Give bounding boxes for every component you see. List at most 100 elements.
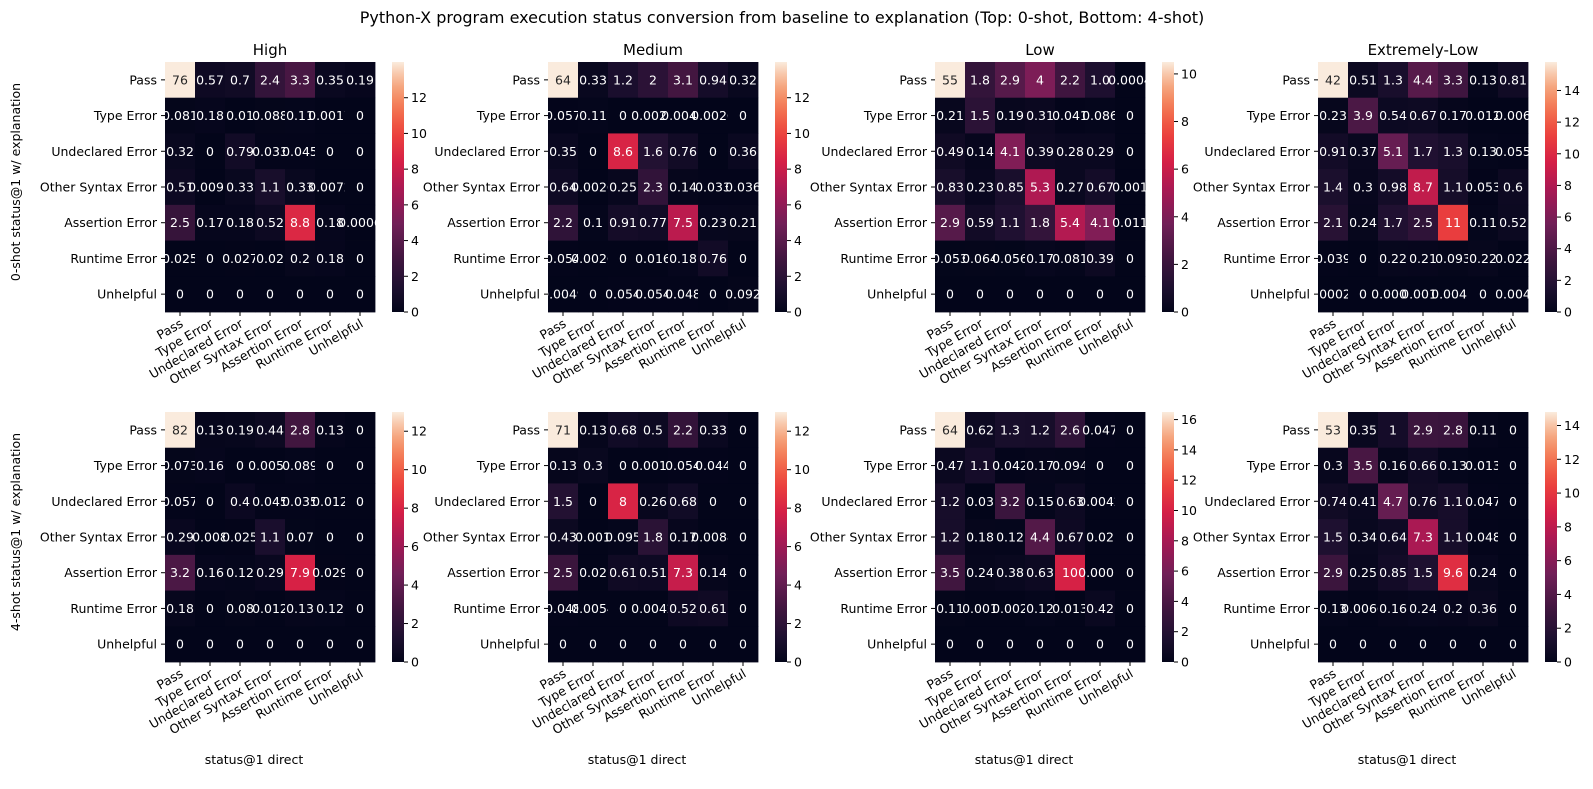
heatmap-cell xyxy=(965,412,996,449)
cell-value-label: 0.086 xyxy=(1082,108,1118,123)
cell-value-label: 0.25 xyxy=(609,180,637,195)
heatmap-cell xyxy=(935,412,966,449)
colorbar-tick-label: 16 xyxy=(1181,412,1197,427)
heatmap-cell xyxy=(1378,626,1409,663)
heatmap-cell xyxy=(608,62,639,99)
heatmap-cell xyxy=(165,554,196,591)
heatmap-cell xyxy=(195,240,226,277)
cell-value-label: 0.13 xyxy=(1319,601,1347,616)
heatmap-cell xyxy=(165,412,196,449)
cell-value-label: 1.6 xyxy=(643,144,663,159)
cell-value-label: 0 xyxy=(1126,637,1134,652)
colorbar-tick-label: 10 xyxy=(411,126,427,141)
cell-value-label: 0 xyxy=(1126,494,1134,509)
y-tick-label: Assertion Error xyxy=(834,565,928,580)
heatmap-cell xyxy=(995,62,1026,99)
heatmap-cell xyxy=(1025,483,1056,520)
panel-title: Medium xyxy=(623,41,683,59)
heatmap-cell xyxy=(728,483,759,520)
cell-value-label: 0 xyxy=(1509,637,1517,652)
heatmap-cell xyxy=(638,554,669,591)
heatmap-cell xyxy=(935,519,966,556)
heatmap-cell xyxy=(165,590,196,627)
y-tick-label: Unhelpful xyxy=(97,637,157,652)
colorbar-tick-label: 8 xyxy=(1181,114,1189,129)
heatmap-cell xyxy=(1378,590,1409,627)
heatmap-cell xyxy=(1378,276,1409,313)
cell-value-label: 0.013 xyxy=(1052,601,1088,616)
heatmap-cell xyxy=(995,133,1026,170)
cell-value-label: 1.3 xyxy=(1383,72,1403,87)
heatmap-cell xyxy=(255,169,286,206)
heatmap-cell xyxy=(1115,626,1146,663)
heatmap-cell xyxy=(1055,483,1086,520)
cell-value-label: 4 xyxy=(1036,72,1044,87)
y-tick-label: Runtime Error xyxy=(840,251,928,266)
cell-value-label: 0.02 xyxy=(579,565,607,580)
heatmap-cell xyxy=(225,412,256,449)
colorbar-tick-label: 0 xyxy=(1564,305,1572,320)
heatmap-cell xyxy=(728,169,759,206)
heatmap-cell xyxy=(1318,97,1349,134)
heatmap-cell xyxy=(1085,590,1116,627)
cell-value-label: 0.59 xyxy=(966,215,994,230)
cell-value-label: 0 xyxy=(739,601,747,616)
y-tick-label: Runtime Error xyxy=(70,251,158,266)
heatmap-cell xyxy=(965,626,996,663)
colorbar xyxy=(1545,412,1557,662)
y-tick-label: Type Error xyxy=(1246,108,1311,123)
cell-value-label: 0 xyxy=(356,637,364,652)
heatmap-cell xyxy=(315,62,346,99)
panel-title: High xyxy=(253,41,287,59)
heatmap-cell xyxy=(1318,133,1349,170)
cell-value-label: 0.91 xyxy=(609,215,637,230)
heatmap-cell xyxy=(608,483,639,520)
cell-value-label: 0.089 xyxy=(282,458,318,473)
cell-value-label: 0.048 xyxy=(545,601,581,616)
heatmap-cell xyxy=(165,240,196,277)
cell-value-label: 0 xyxy=(356,144,364,159)
cell-value-label: 0 xyxy=(176,287,184,302)
cell-value-label: 1.1 xyxy=(260,530,280,545)
y-tick-label: Type Error xyxy=(93,458,158,473)
cell-value-label: 0.18 xyxy=(196,108,224,123)
cell-value-label: 1.2 xyxy=(940,530,960,545)
cell-value-label: 1.4 xyxy=(1323,180,1343,195)
cell-value-label: 0.51 xyxy=(639,565,667,580)
heatmap-cell xyxy=(1498,204,1529,241)
heatmap-cell xyxy=(285,590,316,627)
y-tick-label: Assertion Error xyxy=(1217,565,1311,580)
cell-value-label: 0 xyxy=(1509,565,1517,580)
colorbar-tick-label: 12 xyxy=(794,424,810,439)
heatmap-cell xyxy=(965,519,996,556)
heatmap-cell xyxy=(165,97,196,134)
heatmap-cell xyxy=(255,519,286,556)
heatmap-cell xyxy=(1115,240,1146,277)
heatmap-cell xyxy=(345,276,376,313)
heatmap-cell xyxy=(315,169,346,206)
heatmap-cell xyxy=(1348,133,1379,170)
cell-value-label: 0 xyxy=(1126,287,1134,302)
colorbar-tick-label: 4 xyxy=(411,233,419,248)
heatmap-cell xyxy=(255,447,286,484)
cell-value-label: 4.1 xyxy=(1000,144,1020,159)
heatmap-cell xyxy=(578,169,609,206)
heatmap-cell xyxy=(1348,626,1379,663)
cell-value-label: 0 xyxy=(619,601,627,616)
cell-value-label: 1.1 xyxy=(1443,530,1463,545)
y-tick-label: Pass xyxy=(512,422,540,437)
cell-value-label: 0.006 xyxy=(1495,108,1531,123)
cell-value-label: 0.17 xyxy=(196,215,224,230)
cell-value-label: 0.32 xyxy=(729,72,757,87)
heatmap-cell xyxy=(165,169,196,206)
cell-value-label: 0 xyxy=(739,108,747,123)
cell-value-label: 0 xyxy=(356,251,364,266)
heatmap-cell xyxy=(345,169,376,206)
cell-value-label: 0 xyxy=(266,637,274,652)
heatmap-cell xyxy=(1085,483,1116,520)
heatmap-cell xyxy=(1055,447,1086,484)
cell-value-label: 0.13 xyxy=(1469,144,1497,159)
cell-value-label: 0.13 xyxy=(579,422,607,437)
cell-value-label: 0 xyxy=(1419,637,1427,652)
